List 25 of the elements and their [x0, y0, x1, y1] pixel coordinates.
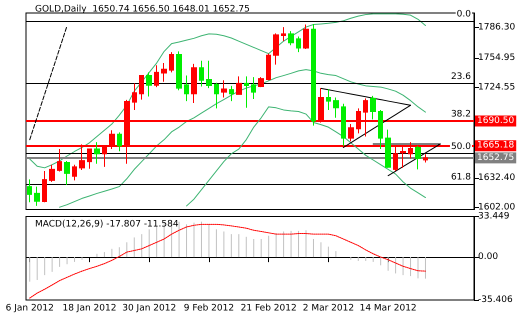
x-tick-label: 6 Jan 2012 — [6, 304, 54, 314]
ref-line-label: 1690.50 — [477, 116, 514, 126]
y-tick-label: 1602.00 — [478, 202, 516, 212]
annotation: 0.0 — [456, 9, 472, 20]
ref-line-label: 1665.18 — [477, 140, 514, 151]
y-tick-label: -35.406 — [478, 295, 514, 305]
y-tick-label: 1786.30 — [478, 22, 516, 32]
chart-title: GOLD,Daily 1650.74 1656.50 1648.01 1652.75 — [35, 4, 250, 14]
x-tick-label: 14 Mar 2012 — [360, 304, 417, 314]
ref-line-label: 1652.75 — [477, 152, 514, 163]
annotation: 50.0 — [450, 142, 472, 152]
x-tick-label: 30 Jan 2012 — [122, 304, 176, 314]
y-tick-label: 1754.95 — [478, 53, 516, 64]
y-tick-label: 0.00 — [478, 252, 498, 262]
x-tick-label: 21 Feb 2012 — [240, 304, 297, 314]
chart-title: MACD(12,26,9) -17.807 -11.584 — [35, 220, 179, 230]
x-tick-label: 9 Feb 2012 — [184, 304, 234, 314]
y-tick-label: 1632.40 — [478, 172, 516, 183]
y-tick-label: 1724.55 — [478, 82, 516, 93]
annotation: 61.8 — [450, 172, 472, 183]
annotation: 38.2 — [450, 110, 471, 120]
x-tick-label: 2 Mar 2012 — [302, 304, 354, 314]
y-tick-label: 33.449 — [478, 212, 510, 222]
x-tick-label: 18 Jan 2012 — [62, 304, 116, 314]
annotation: 23.6 — [450, 72, 472, 82]
